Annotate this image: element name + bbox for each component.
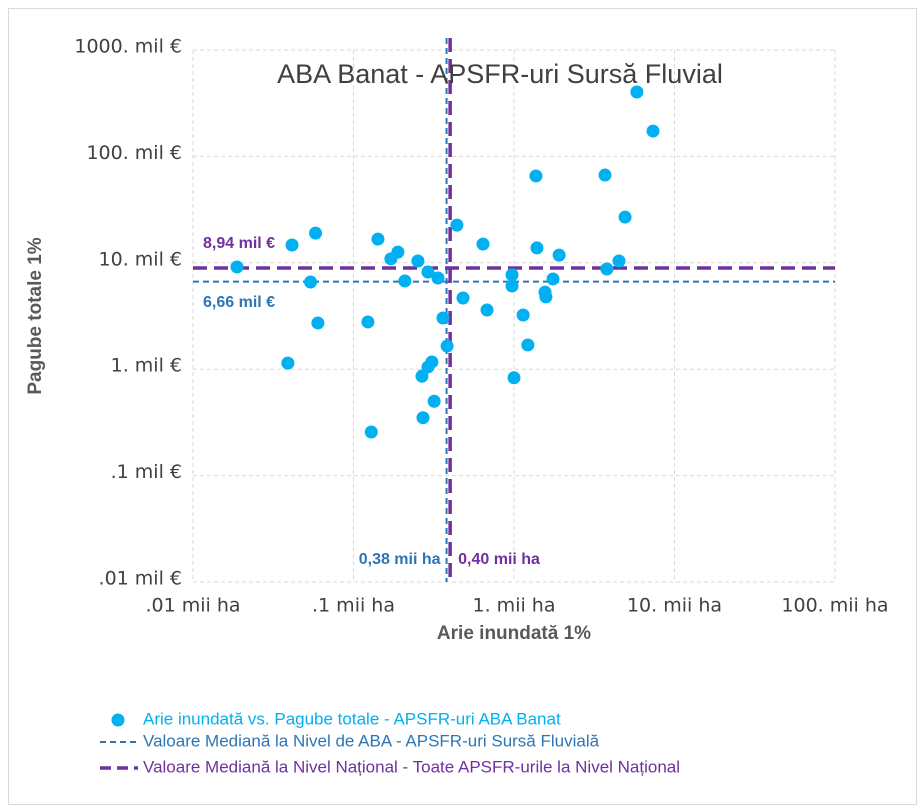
- median-y-label: 6,66 mil €: [203, 294, 275, 311]
- y-tick-label: 1. mil €: [111, 355, 182, 377]
- scatter-point: [521, 338, 535, 352]
- scatter-point: [431, 271, 445, 285]
- scatter-point: [539, 290, 553, 304]
- legend-label: Valoare Mediană la Nivel Național - Toat…: [143, 757, 680, 776]
- scatter-point: [304, 275, 318, 289]
- scatter-point: [311, 316, 325, 330]
- scatter-point: [421, 265, 435, 279]
- legend-marker: [111, 713, 125, 727]
- y-tick-label: 100. mil €: [86, 142, 182, 164]
- chart-title: ABA Banat - APSFR-uri Sursă Fluvial: [277, 59, 723, 89]
- y-tick-label: 1000. mil €: [74, 36, 182, 58]
- y-tick-label: .1 mil €: [111, 461, 182, 483]
- scatter-point: [456, 291, 470, 305]
- scatter-point: [630, 85, 644, 99]
- median-x-label: 0,40 mii ha: [458, 551, 540, 568]
- x-tick-label: 100. mii ha: [781, 595, 888, 617]
- median-y-label: 8,94 mil €: [203, 235, 275, 252]
- scatter-point: [546, 272, 560, 286]
- scatter-point: [600, 262, 614, 276]
- scatter-point: [529, 169, 543, 183]
- x-tick-label: 1. mii ha: [473, 595, 556, 617]
- scatter-point: [530, 241, 544, 255]
- scatter-point: [416, 411, 430, 425]
- scatter-point: [411, 254, 425, 268]
- scatter-point: [427, 394, 441, 408]
- scatter-point: [476, 237, 490, 251]
- scatter-point: [552, 248, 566, 262]
- scatter-point: [516, 308, 530, 322]
- scatter-point: [618, 210, 632, 224]
- y-tick-label: .01 mil €: [99, 568, 182, 590]
- median-x-label: 0,38 mii ha: [359, 551, 441, 568]
- x-tick-label: .1 mii ha: [312, 595, 395, 617]
- scatter-point: [646, 124, 660, 138]
- scatter-point: [364, 425, 378, 439]
- scatter-point: [450, 218, 464, 232]
- legend-label: Arie inundată vs. Pagube totale - APSFR-…: [143, 709, 561, 728]
- scatter-point: [505, 279, 519, 293]
- scatter-point: [598, 168, 612, 182]
- x-tick-label: 10. mii ha: [627, 595, 722, 617]
- scatter-point: [436, 311, 450, 325]
- scatter-point: [415, 369, 429, 383]
- x-tick-label: .01 mii ha: [145, 595, 240, 617]
- scatter-point: [505, 268, 519, 282]
- scatter-point: [361, 315, 375, 329]
- scatter-point: [425, 355, 439, 369]
- scatter-point: [309, 226, 323, 240]
- scatter-point: [507, 371, 521, 385]
- scatter-point: [281, 356, 295, 370]
- scatter-point: [384, 252, 398, 266]
- scatter-point: [480, 303, 494, 317]
- y-tick-label: 10. mil €: [99, 248, 182, 270]
- chart-frame: [8, 8, 917, 805]
- y-axis-title: Pagube totale 1%: [25, 237, 46, 394]
- scatter-point: [612, 254, 626, 268]
- legend-label: Valoare Mediană la Nivel de ABA - APSFR-…: [143, 731, 600, 750]
- scatter-point: [440, 339, 454, 353]
- scatter-point: [285, 238, 299, 252]
- x-axis-title: Arie inundată 1%: [437, 623, 591, 644]
- scatter-point: [398, 274, 412, 288]
- scatter-point: [371, 232, 385, 246]
- scatter-point: [230, 260, 244, 274]
